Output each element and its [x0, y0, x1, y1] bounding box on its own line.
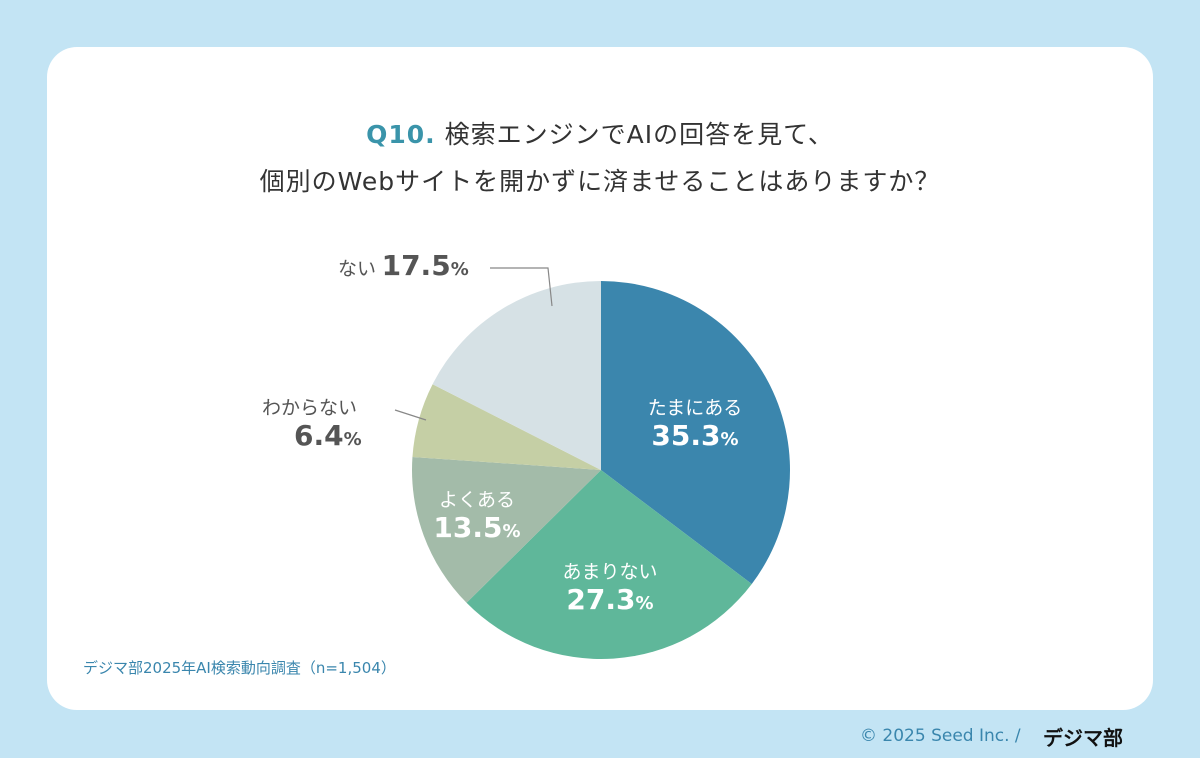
- slice-label-tamaniaru: たまにある 35.3%: [647, 397, 743, 452]
- slice-label-wakaranai: わからない 6.4%: [262, 397, 362, 452]
- leader-line-nai: [490, 267, 553, 307]
- copyright: © 2025 Seed Inc. /: [860, 726, 1021, 746]
- pie-slice: [412, 384, 601, 470]
- pie-slice: [412, 456, 601, 603]
- slice-label-nai: ない 17.5%: [338, 249, 469, 282]
- leader-line-wakaranai: [394, 409, 427, 421]
- slice-label-amarinai: あまりない 27.3%: [562, 561, 658, 616]
- chart-title-line2: 個別のWebサイトを開かずに済ませることはありますか？: [259, 167, 941, 196]
- slice-label-yokuaru: よくある 13.5%: [433, 489, 521, 544]
- pie-slice: [601, 281, 790, 584]
- chart-title-line1: Q10. 検索エンジンでAIの回答を見て、: [366, 120, 834, 149]
- logo: デジマ部: [1043, 726, 1123, 750]
- pie-slice: [432, 281, 601, 470]
- pie-slice: [466, 470, 752, 659]
- source-note: デジマ部2025年AI検索動向調査（n=1,504）: [83, 659, 396, 677]
